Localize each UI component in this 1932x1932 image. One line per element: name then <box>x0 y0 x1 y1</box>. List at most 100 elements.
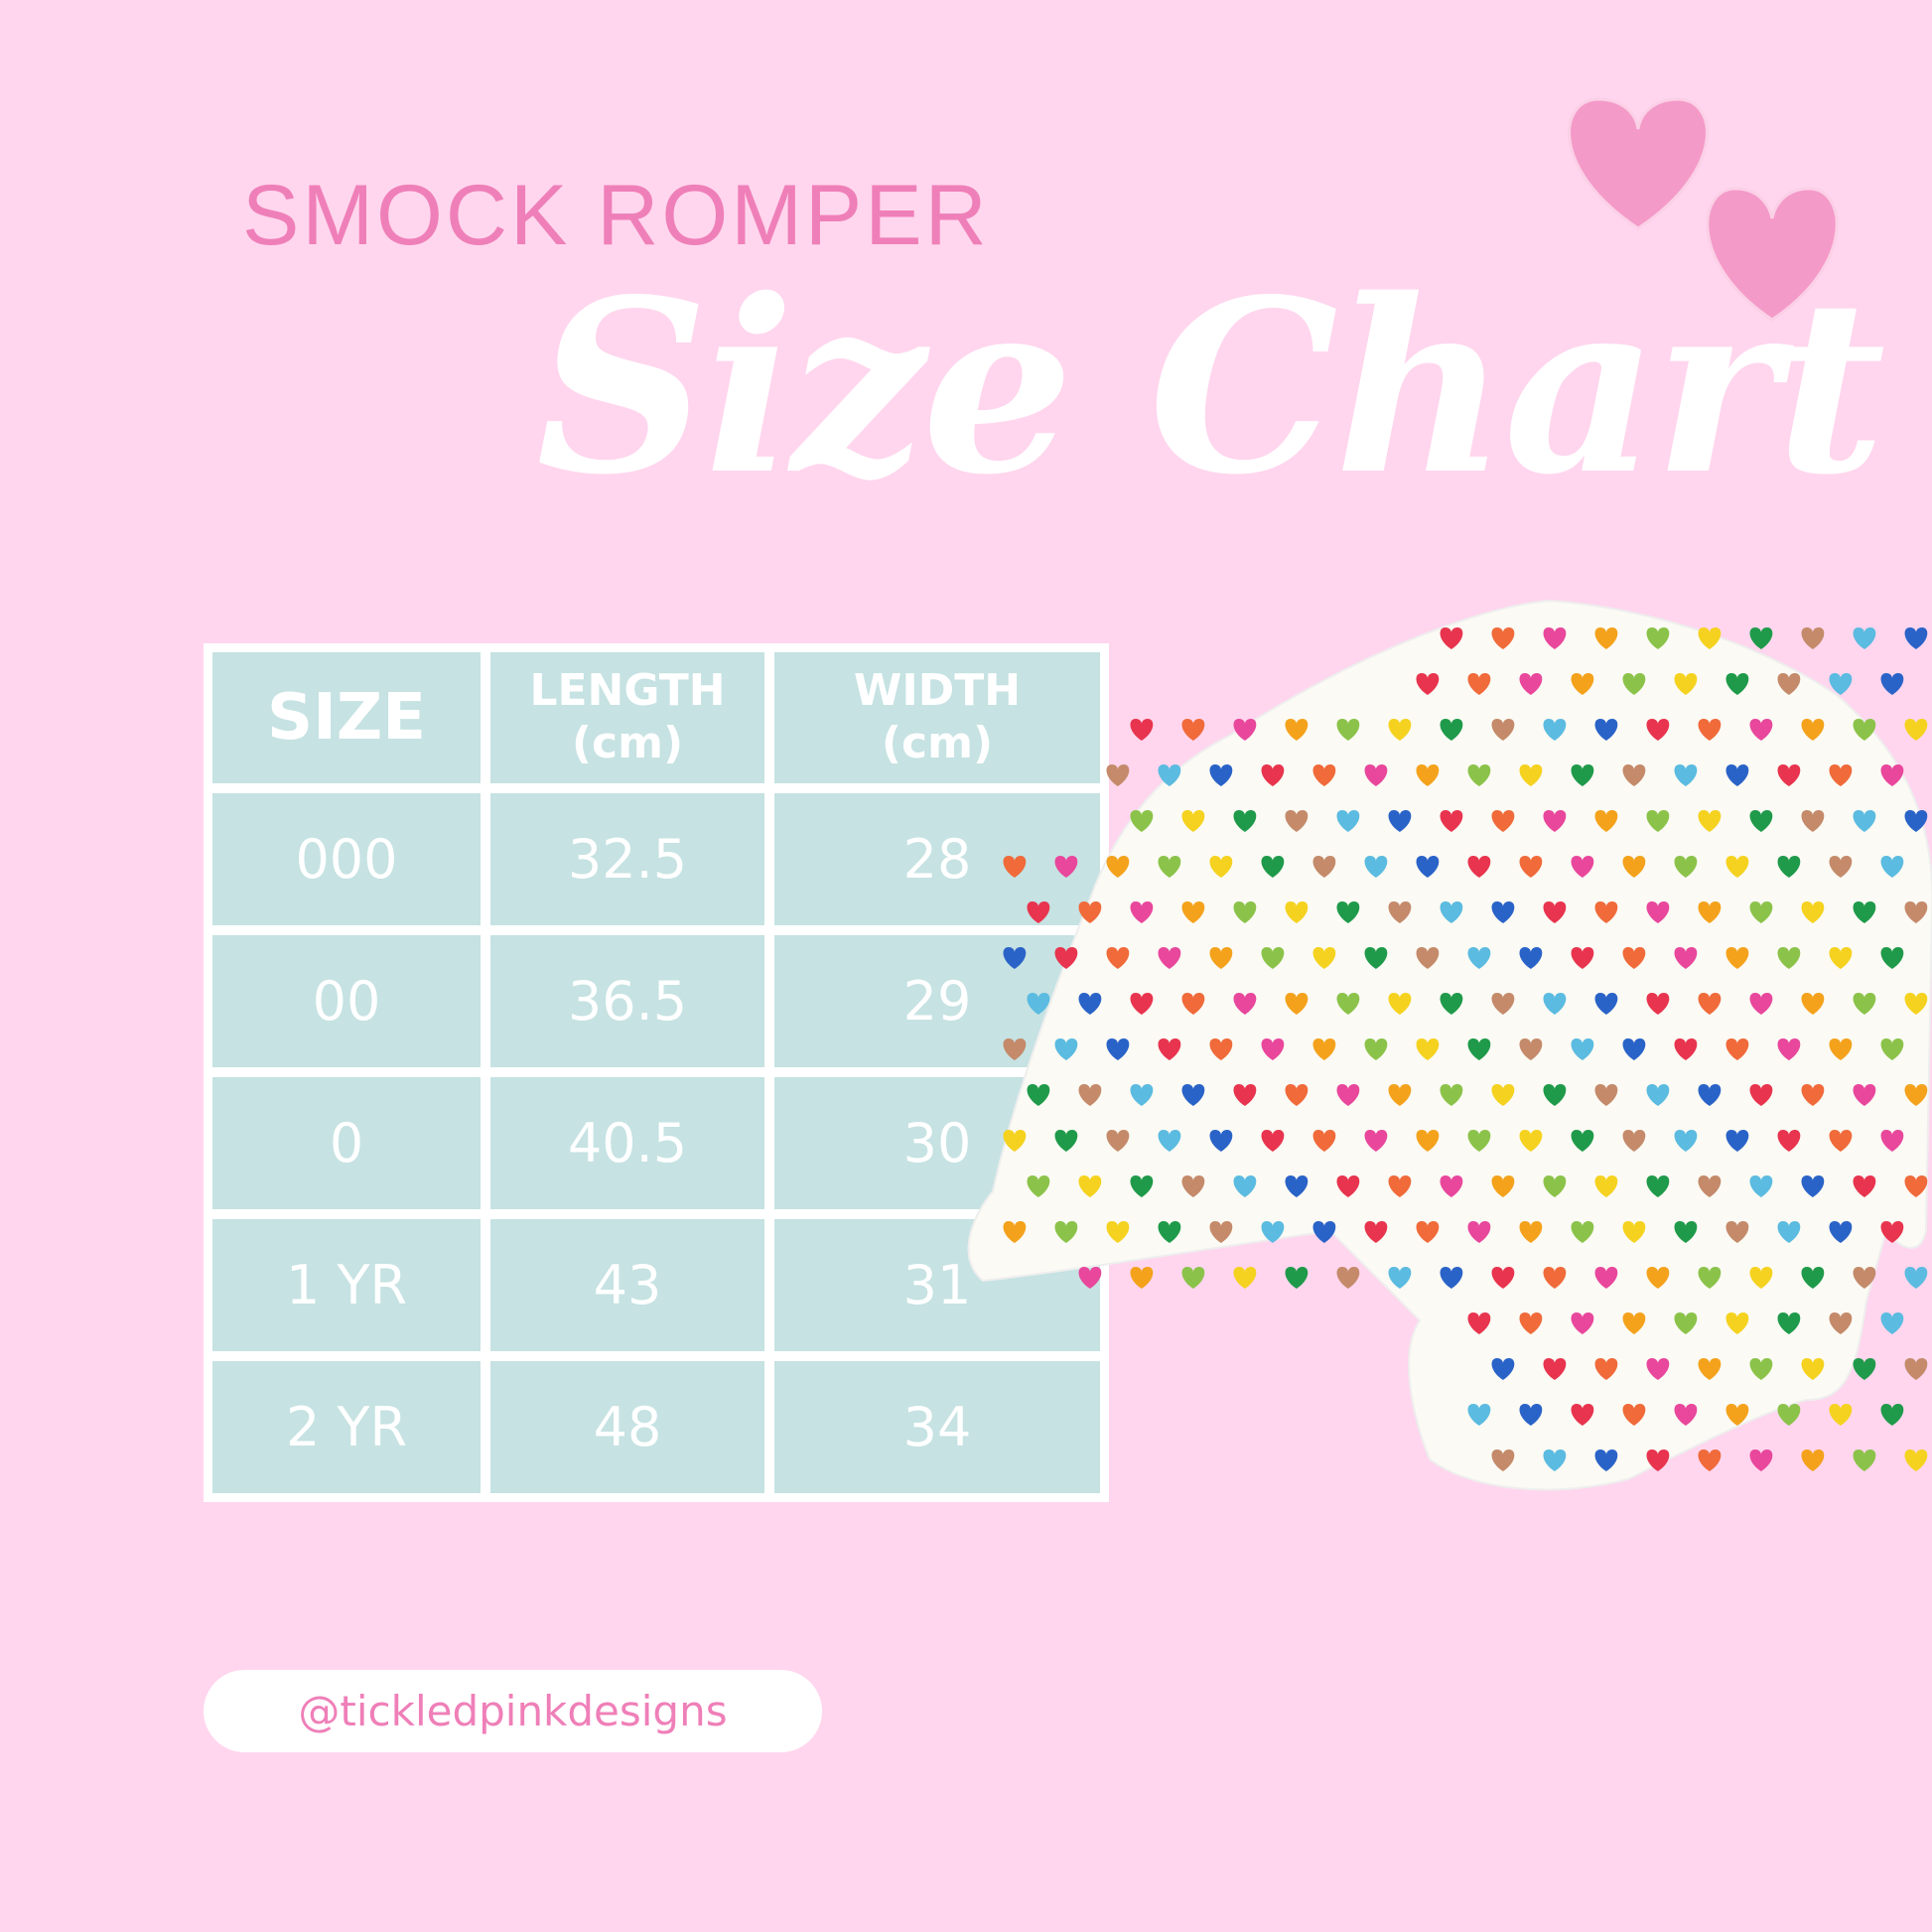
print-heart <box>1853 627 1876 649</box>
print-heart <box>1285 901 1309 923</box>
print-heart <box>1106 764 1130 786</box>
print-heart <box>1027 1175 1050 1197</box>
print-heart <box>1777 856 1801 878</box>
print-heart <box>1749 901 1773 923</box>
print-heart <box>1646 627 1670 649</box>
print-heart <box>1594 810 1618 832</box>
print-heart <box>1571 1130 1594 1152</box>
print-heart <box>1130 901 1154 923</box>
print-heart <box>1181 719 1205 741</box>
print-heart <box>1749 810 1773 832</box>
print-heart <box>1130 1175 1154 1197</box>
print-heart <box>1519 764 1543 786</box>
print-heart <box>1364 1130 1388 1152</box>
print-heart <box>1853 1358 1876 1380</box>
print-heart <box>1594 1267 1618 1289</box>
print-heart <box>1594 1084 1618 1106</box>
print-heart <box>1571 764 1594 786</box>
print-heart <box>1181 901 1205 923</box>
print-heart <box>1646 993 1670 1015</box>
print-heart <box>1880 1130 1904 1152</box>
table-cell: 40.5 <box>490 1077 764 1209</box>
print-heart <box>1181 1175 1205 1197</box>
print-heart <box>1440 1084 1463 1106</box>
print-heart <box>1904 901 1928 923</box>
print-heart <box>1416 856 1440 878</box>
print-heart <box>1622 673 1646 695</box>
print-heart <box>1106 1038 1130 1060</box>
print-heart <box>1467 673 1491 695</box>
print-heart <box>1622 1038 1646 1060</box>
print-heart <box>1749 719 1773 741</box>
print-heart <box>1285 993 1309 1015</box>
print-heart <box>1003 856 1027 878</box>
print-heart <box>1777 1404 1801 1426</box>
print-heart <box>1491 1358 1515 1380</box>
print-heart <box>1491 627 1515 649</box>
print-heart <box>1261 1038 1285 1060</box>
print-heart <box>1491 1175 1515 1197</box>
print-heart <box>1698 901 1722 923</box>
print-heart <box>1622 1130 1646 1152</box>
print-heart <box>1519 856 1543 878</box>
print-heart <box>1698 1267 1722 1289</box>
print-heart <box>1312 856 1336 878</box>
print-heart <box>1130 993 1154 1015</box>
print-heart <box>1880 1221 1904 1243</box>
print-heart <box>1181 1084 1205 1106</box>
print-heart <box>1880 856 1904 878</box>
print-heart <box>1749 993 1773 1015</box>
print-heart <box>1543 1449 1567 1471</box>
print-heart <box>1622 764 1646 786</box>
print-heart <box>1416 1221 1440 1243</box>
print-heart <box>1622 1221 1646 1243</box>
print-heart <box>1646 1449 1670 1471</box>
print-heart <box>1364 1221 1388 1243</box>
print-heart <box>1880 764 1904 786</box>
print-heart <box>1388 901 1412 923</box>
print-heart <box>1698 810 1722 832</box>
print-heart <box>1853 1449 1876 1471</box>
print-heart <box>1336 719 1360 741</box>
print-heart <box>1698 627 1722 649</box>
print-heart <box>1543 1358 1567 1380</box>
print-heart <box>1233 1175 1257 1197</box>
column-header: WIDTH (cm) <box>774 652 1100 783</box>
print-heart <box>1209 856 1233 878</box>
print-heart <box>1698 993 1722 1015</box>
print-heart <box>1853 810 1876 832</box>
print-heart <box>1106 1130 1130 1152</box>
handle-pill: @tickledpinkdesigns <box>204 1670 822 1752</box>
print-heart <box>1904 627 1928 649</box>
romper-photo <box>967 599 1932 1491</box>
print-heart <box>1336 810 1360 832</box>
print-heart <box>1829 764 1853 786</box>
print-heart <box>1491 901 1515 923</box>
print-heart <box>1336 993 1360 1015</box>
print-heart <box>1130 1084 1154 1106</box>
print-heart <box>1698 719 1722 741</box>
print-heart <box>1519 673 1543 695</box>
print-heart <box>1801 719 1825 741</box>
print-heart <box>1725 1038 1749 1060</box>
print-heart <box>1440 719 1463 741</box>
print-heart <box>1777 764 1801 786</box>
print-heart <box>1622 947 1646 969</box>
print-heart <box>1777 947 1801 969</box>
print-heart <box>1674 764 1698 786</box>
table-cell: 00 <box>212 935 481 1067</box>
print-heart <box>1594 1175 1618 1197</box>
print-heart <box>1054 1221 1078 1243</box>
print-heart <box>1158 856 1181 878</box>
print-heart <box>1749 1449 1773 1471</box>
print-heart <box>1285 1267 1309 1289</box>
print-heart <box>1312 1038 1336 1060</box>
print-heart <box>1027 901 1050 923</box>
print-heart <box>1674 1221 1698 1243</box>
print-heart <box>1261 856 1285 878</box>
print-heart <box>1725 764 1749 786</box>
print-heart <box>1467 1038 1491 1060</box>
print-heart <box>1594 993 1618 1015</box>
print-heart <box>1829 1312 1853 1334</box>
